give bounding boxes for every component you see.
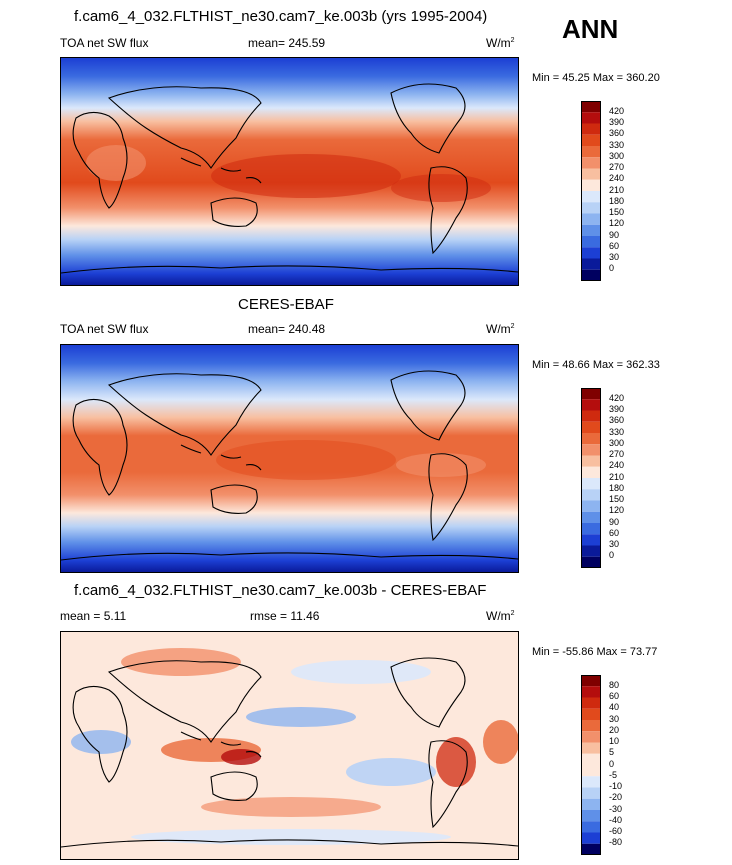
panel3-cbar-label: -20 <box>609 792 623 802</box>
panel1-colorbar-cells <box>581 101 601 281</box>
panel1-cbar-label: 180 <box>609 196 625 206</box>
panel1-africa-region <box>86 145 146 181</box>
panel2-cbar-label: 330 <box>609 427 625 437</box>
panel2-cbar-label: 60 <box>609 528 620 538</box>
panel2-mean-label: mean= 240.48 <box>248 322 326 336</box>
panel3-cbar-label: -60 <box>609 826 623 836</box>
panel3-map <box>60 631 519 860</box>
panel1-cbar-label: 0 <box>609 263 615 273</box>
panel1-cbar-label: 390 <box>609 117 625 127</box>
panel3-rmse-label: rmse = 11.46 <box>250 609 320 623</box>
panel3-mean-label: mean = 5.11 <box>60 609 127 623</box>
panel2-cbar-label: 390 <box>609 404 625 414</box>
panel2-cbar-label: 180 <box>609 483 625 493</box>
panel2-colorbar <box>581 388 601 568</box>
panel1-pacific-max <box>391 174 491 202</box>
panel1-cbar-label: 330 <box>609 140 625 150</box>
panel1-cbar-label: 420 <box>609 106 625 116</box>
panel2-cbar-label: 360 <box>609 415 625 425</box>
panel1-cbar-label: 120 <box>609 218 625 228</box>
panel3-colorbar-cells <box>581 675 601 855</box>
panel3-title: f.cam6_4_032.FLTHIST_ne30.cam7_ke.003b -… <box>74 582 487 599</box>
panel2-map <box>60 344 519 573</box>
panel2-colorbar-cells <box>581 388 601 568</box>
panel3-colorbar-svg <box>581 675 601 855</box>
panel3-units-label: W/m2 <box>486 609 515 623</box>
panel3-cbar-label: 80 <box>609 680 620 690</box>
panel3-cbar-label: 5 <box>609 747 615 757</box>
panel3-cbar-label: -5 <box>609 770 618 780</box>
panel3-minmax-label: Min = -55.86 Max = 73.77 <box>532 646 658 658</box>
panel3-cbar-label: -30 <box>609 804 623 814</box>
panel2-cbar-label: 240 <box>609 460 625 470</box>
panel2-tropical-max <box>216 440 396 480</box>
panel1-minmax-label: Min = 45.25 Max = 360.20 <box>532 72 660 84</box>
panel1-units-label: W/m2 <box>486 36 515 50</box>
panel1-cbar-label: 150 <box>609 207 625 217</box>
panel3-cbar-label: 60 <box>609 691 620 701</box>
panel1-colorbar <box>581 101 601 281</box>
panel3-cbar-label: 40 <box>609 702 620 712</box>
panel3-cbar-label: -40 <box>609 815 623 825</box>
panel1-variable-label: TOA net SW flux <box>60 36 149 50</box>
panel3-cbar-label: 20 <box>609 725 620 735</box>
panel2-units-label: W/m2 <box>486 322 515 336</box>
panel1-cbar-label: 210 <box>609 185 625 195</box>
panel3-coastlines <box>61 657 518 848</box>
panel1-cbar-label: 90 <box>609 230 620 240</box>
panel1-coastlines <box>61 83 518 274</box>
panel2-cbar-label: 30 <box>609 539 620 549</box>
panel2-cbar-label: 270 <box>609 449 625 459</box>
panel1-tropical-max <box>211 154 401 198</box>
panel2-cbar-label: 0 <box>609 550 615 560</box>
panel2-cbar-label: 210 <box>609 472 625 482</box>
panel1-cbar-label: 360 <box>609 128 625 138</box>
panel1-cbar-label: 30 <box>609 252 620 262</box>
panel2-cbar-label: 90 <box>609 517 620 527</box>
panel2-cbar-label: 120 <box>609 505 625 515</box>
panel2-pacific-region <box>396 453 486 477</box>
panel2-coastlines <box>61 370 518 561</box>
panel3-map-svg <box>61 632 518 859</box>
panel2-minmax-label: Min = 48.66 Max = 362.33 <box>532 359 660 371</box>
panel3-colorbar <box>581 675 601 855</box>
panel1-cbar-label: 270 <box>609 162 625 172</box>
panel3-cbar-label: 10 <box>609 736 620 746</box>
panel3-cbar-label: -80 <box>609 837 623 847</box>
panel2-cbar-label: 150 <box>609 494 625 504</box>
panel2-title: CERES-EBAF <box>238 296 334 313</box>
panel1-colorbar-svg <box>581 101 601 281</box>
panel2-cbar-label: 420 <box>609 393 625 403</box>
panel2-variable-label: TOA net SW flux <box>60 322 149 336</box>
panel1-cbar-label: 300 <box>609 151 625 161</box>
panel1-cbar-label: 240 <box>609 173 625 183</box>
panel2-colorbar-svg <box>581 388 601 568</box>
panel2-cbar-label: 300 <box>609 438 625 448</box>
panel1-title: f.cam6_4_032.FLTHIST_ne30.cam7_ke.003b (… <box>74 8 488 25</box>
panel1-cbar-label: 60 <box>609 241 620 251</box>
panel3-cbar-label: -10 <box>609 781 623 791</box>
panel2-map-svg <box>61 345 518 572</box>
panel1-map <box>60 57 519 286</box>
season-label: ANN <box>562 14 619 44</box>
panel3-cbar-label: 0 <box>609 759 615 769</box>
panel3-cbar-label: 30 <box>609 714 620 724</box>
panel1-map-svg <box>61 58 518 285</box>
panel1-mean-label: mean= 245.59 <box>248 36 326 50</box>
